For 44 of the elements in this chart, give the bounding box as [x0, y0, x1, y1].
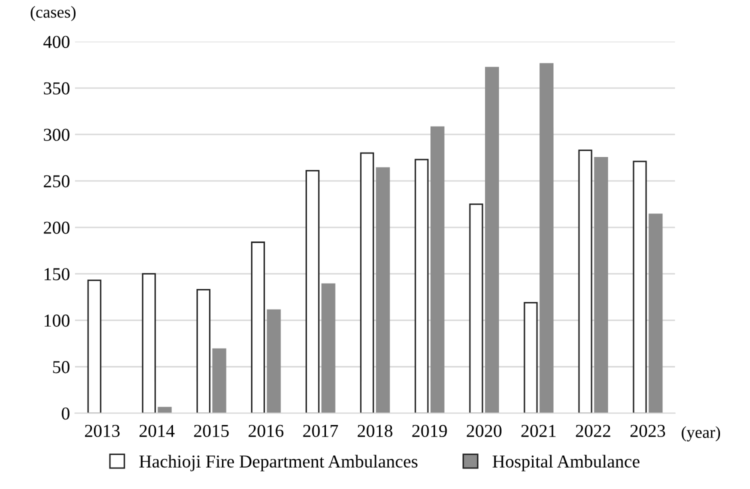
- legend-label: Hachioji Fire Department Ambulances: [139, 454, 418, 472]
- x-tick-label: 2021: [521, 424, 556, 438]
- y-tick-label: 0: [62, 407, 70, 420]
- bar: [251, 242, 265, 414]
- bar: [321, 283, 336, 414]
- bar: [142, 273, 156, 414]
- bar: [196, 288, 210, 414]
- x-tick-label: 2018: [358, 424, 392, 438]
- y-tick-label: 250: [44, 175, 70, 188]
- y-tick-label: 400: [43, 36, 70, 48]
- bar: [648, 214, 663, 414]
- x-tick-label: 2017: [303, 424, 338, 438]
- y-tick-label: 300: [44, 128, 70, 141]
- x-tick-label: 2023: [630, 424, 666, 438]
- x-tick-label: 2013: [85, 424, 120, 438]
- bar: [578, 150, 592, 414]
- bar: [430, 126, 444, 414]
- legend-label: Hospital Ambulance: [492, 454, 640, 472]
- bar: [524, 302, 538, 414]
- bar: [306, 170, 320, 414]
- bar: [469, 203, 484, 414]
- bar: [376, 167, 390, 414]
- x-axis-title: (year): [682, 426, 720, 442]
- bar: [212, 348, 226, 414]
- x-tick-label: 2014: [140, 424, 175, 438]
- y-tick-label: 50: [53, 361, 70, 374]
- y-tick-label: 200: [44, 222, 70, 234]
- y-tick-label: 350: [44, 82, 70, 94]
- bar: [414, 158, 429, 414]
- x-tick-label: 2016: [248, 424, 284, 438]
- bar: [266, 309, 281, 414]
- x-tick-label: 2022: [576, 424, 610, 438]
- bar: [360, 152, 374, 414]
- bar: [594, 157, 608, 414]
- x-tick-label: 2019: [412, 424, 447, 438]
- x-tick-label: 2015: [194, 424, 229, 438]
- bar: [540, 63, 554, 414]
- y-tick-label: 100: [44, 314, 70, 327]
- bar: [485, 66, 499, 414]
- y-axis-title: (cases): [30, 6, 76, 22]
- bar: [632, 160, 647, 414]
- bar: [87, 280, 102, 414]
- y-tick-label: 150: [44, 268, 70, 280]
- x-tick-label: 2020: [466, 424, 502, 438]
